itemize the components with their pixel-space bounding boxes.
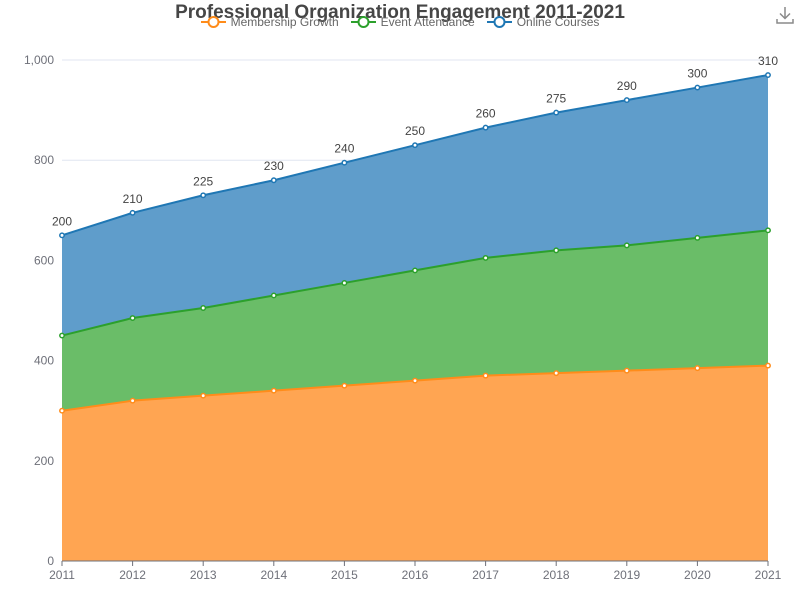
x-tick-label: 2012 bbox=[119, 568, 146, 582]
point-online-courses bbox=[270, 177, 277, 184]
data-label-online-courses: 275 bbox=[546, 92, 566, 106]
point-membership-growth bbox=[694, 365, 701, 372]
data-label-online-courses: 200 bbox=[52, 214, 72, 228]
y-tick-label: 600 bbox=[34, 253, 54, 267]
point-membership-growth bbox=[270, 387, 277, 394]
point-membership-growth bbox=[482, 372, 489, 379]
point-membership-growth bbox=[553, 370, 560, 377]
y-tick-label: 400 bbox=[34, 354, 54, 368]
axes: 0 200 400 600 800 1,000 2011 2012 2013 2014 2015 20… bbox=[24, 53, 782, 582]
data-label-online-courses: 210 bbox=[123, 192, 143, 206]
data-label-online-courses: 300 bbox=[687, 67, 707, 81]
x-tick-label: 2014 bbox=[260, 568, 287, 582]
point-event-attendance bbox=[412, 267, 418, 274]
point-event-attendance bbox=[59, 332, 65, 339]
series-points bbox=[59, 72, 771, 414]
point-online-courses bbox=[412, 142, 418, 149]
legend: Membership Growth Event Attendance Online … bbox=[0, 15, 800, 29]
y-tick-label: 200 bbox=[34, 454, 54, 468]
legend-item-event-attendance[interactable]: Event Attendance bbox=[350, 15, 475, 29]
point-event-attendance bbox=[129, 315, 136, 321]
point-online-courses bbox=[694, 84, 701, 91]
x-tick-label: 2015 bbox=[331, 568, 358, 582]
legend-label: Event Attendance bbox=[380, 15, 475, 29]
point-event-attendance bbox=[482, 254, 489, 261]
point-membership-growth bbox=[412, 377, 418, 384]
point-membership-growth bbox=[129, 397, 136, 404]
point-online-courses bbox=[200, 192, 207, 199]
x-tick-label: 2021 bbox=[755, 568, 782, 582]
download-button[interactable] bbox=[774, 4, 796, 26]
x-tick-label: 2013 bbox=[190, 568, 217, 582]
y-tick-label: 0 bbox=[47, 554, 54, 568]
series-areas bbox=[62, 75, 768, 561]
point-membership-growth bbox=[59, 407, 65, 414]
data-label-online-courses: 225 bbox=[193, 174, 213, 188]
data-label-online-courses: 240 bbox=[334, 142, 354, 156]
area-membership-growth bbox=[62, 365, 768, 561]
x-tick-label: 2018 bbox=[543, 568, 570, 582]
point-online-courses bbox=[341, 159, 348, 166]
data-label-online-courses: 260 bbox=[476, 107, 496, 121]
area-online-courses bbox=[62, 75, 768, 336]
point-online-courses bbox=[129, 209, 136, 216]
chart-title: Professional Organization Engagement 201… bbox=[175, 2, 625, 23]
data-label-online-courses: 310 bbox=[758, 54, 778, 68]
y-tick-label: 1,000 bbox=[24, 53, 54, 67]
point-membership-growth bbox=[200, 392, 207, 399]
x-tick-label: 2016 bbox=[402, 568, 429, 582]
point-event-attendance bbox=[341, 279, 348, 286]
data-labels: 200 210 225 230 240 250 260 275 290 300 310 bbox=[52, 54, 778, 228]
point-event-attendance bbox=[694, 234, 701, 241]
x-tick-label: 2019 bbox=[613, 568, 640, 582]
legend-item-online-courses[interactable]: Online Courses bbox=[486, 15, 600, 29]
data-label-online-courses: 290 bbox=[617, 79, 637, 93]
point-online-courses bbox=[59, 232, 65, 239]
legend-item-membership-growth[interactable]: Membership Growth bbox=[200, 15, 339, 29]
point-event-attendance bbox=[200, 305, 207, 311]
legend-label: Online Courses bbox=[516, 15, 600, 29]
point-event-attendance bbox=[623, 242, 630, 249]
download-icon bbox=[776, 7, 794, 24]
x-tick-label: 2017 bbox=[472, 568, 499, 582]
x-tick-label: 2020 bbox=[684, 568, 711, 582]
point-membership-growth bbox=[623, 367, 630, 374]
legend-label: Membership Growth bbox=[230, 15, 339, 29]
point-online-courses bbox=[623, 97, 630, 104]
legend-swatch bbox=[350, 16, 376, 28]
point-online-courses bbox=[765, 72, 771, 78]
point-membership-growth bbox=[341, 382, 348, 389]
area-event-attendance bbox=[62, 230, 768, 411]
point-event-attendance bbox=[765, 227, 771, 234]
point-membership-growth bbox=[765, 362, 771, 369]
data-label-online-courses: 230 bbox=[264, 159, 284, 173]
point-event-attendance bbox=[270, 292, 277, 299]
legend-swatch bbox=[200, 16, 226, 28]
point-event-attendance bbox=[553, 247, 560, 254]
point-online-courses bbox=[482, 124, 489, 131]
data-label-online-courses: 250 bbox=[405, 124, 425, 138]
y-tick-label: 800 bbox=[34, 153, 54, 167]
x-tick-label: 2011 bbox=[49, 568, 75, 582]
legend-swatch bbox=[486, 16, 512, 28]
point-online-courses bbox=[553, 109, 560, 116]
